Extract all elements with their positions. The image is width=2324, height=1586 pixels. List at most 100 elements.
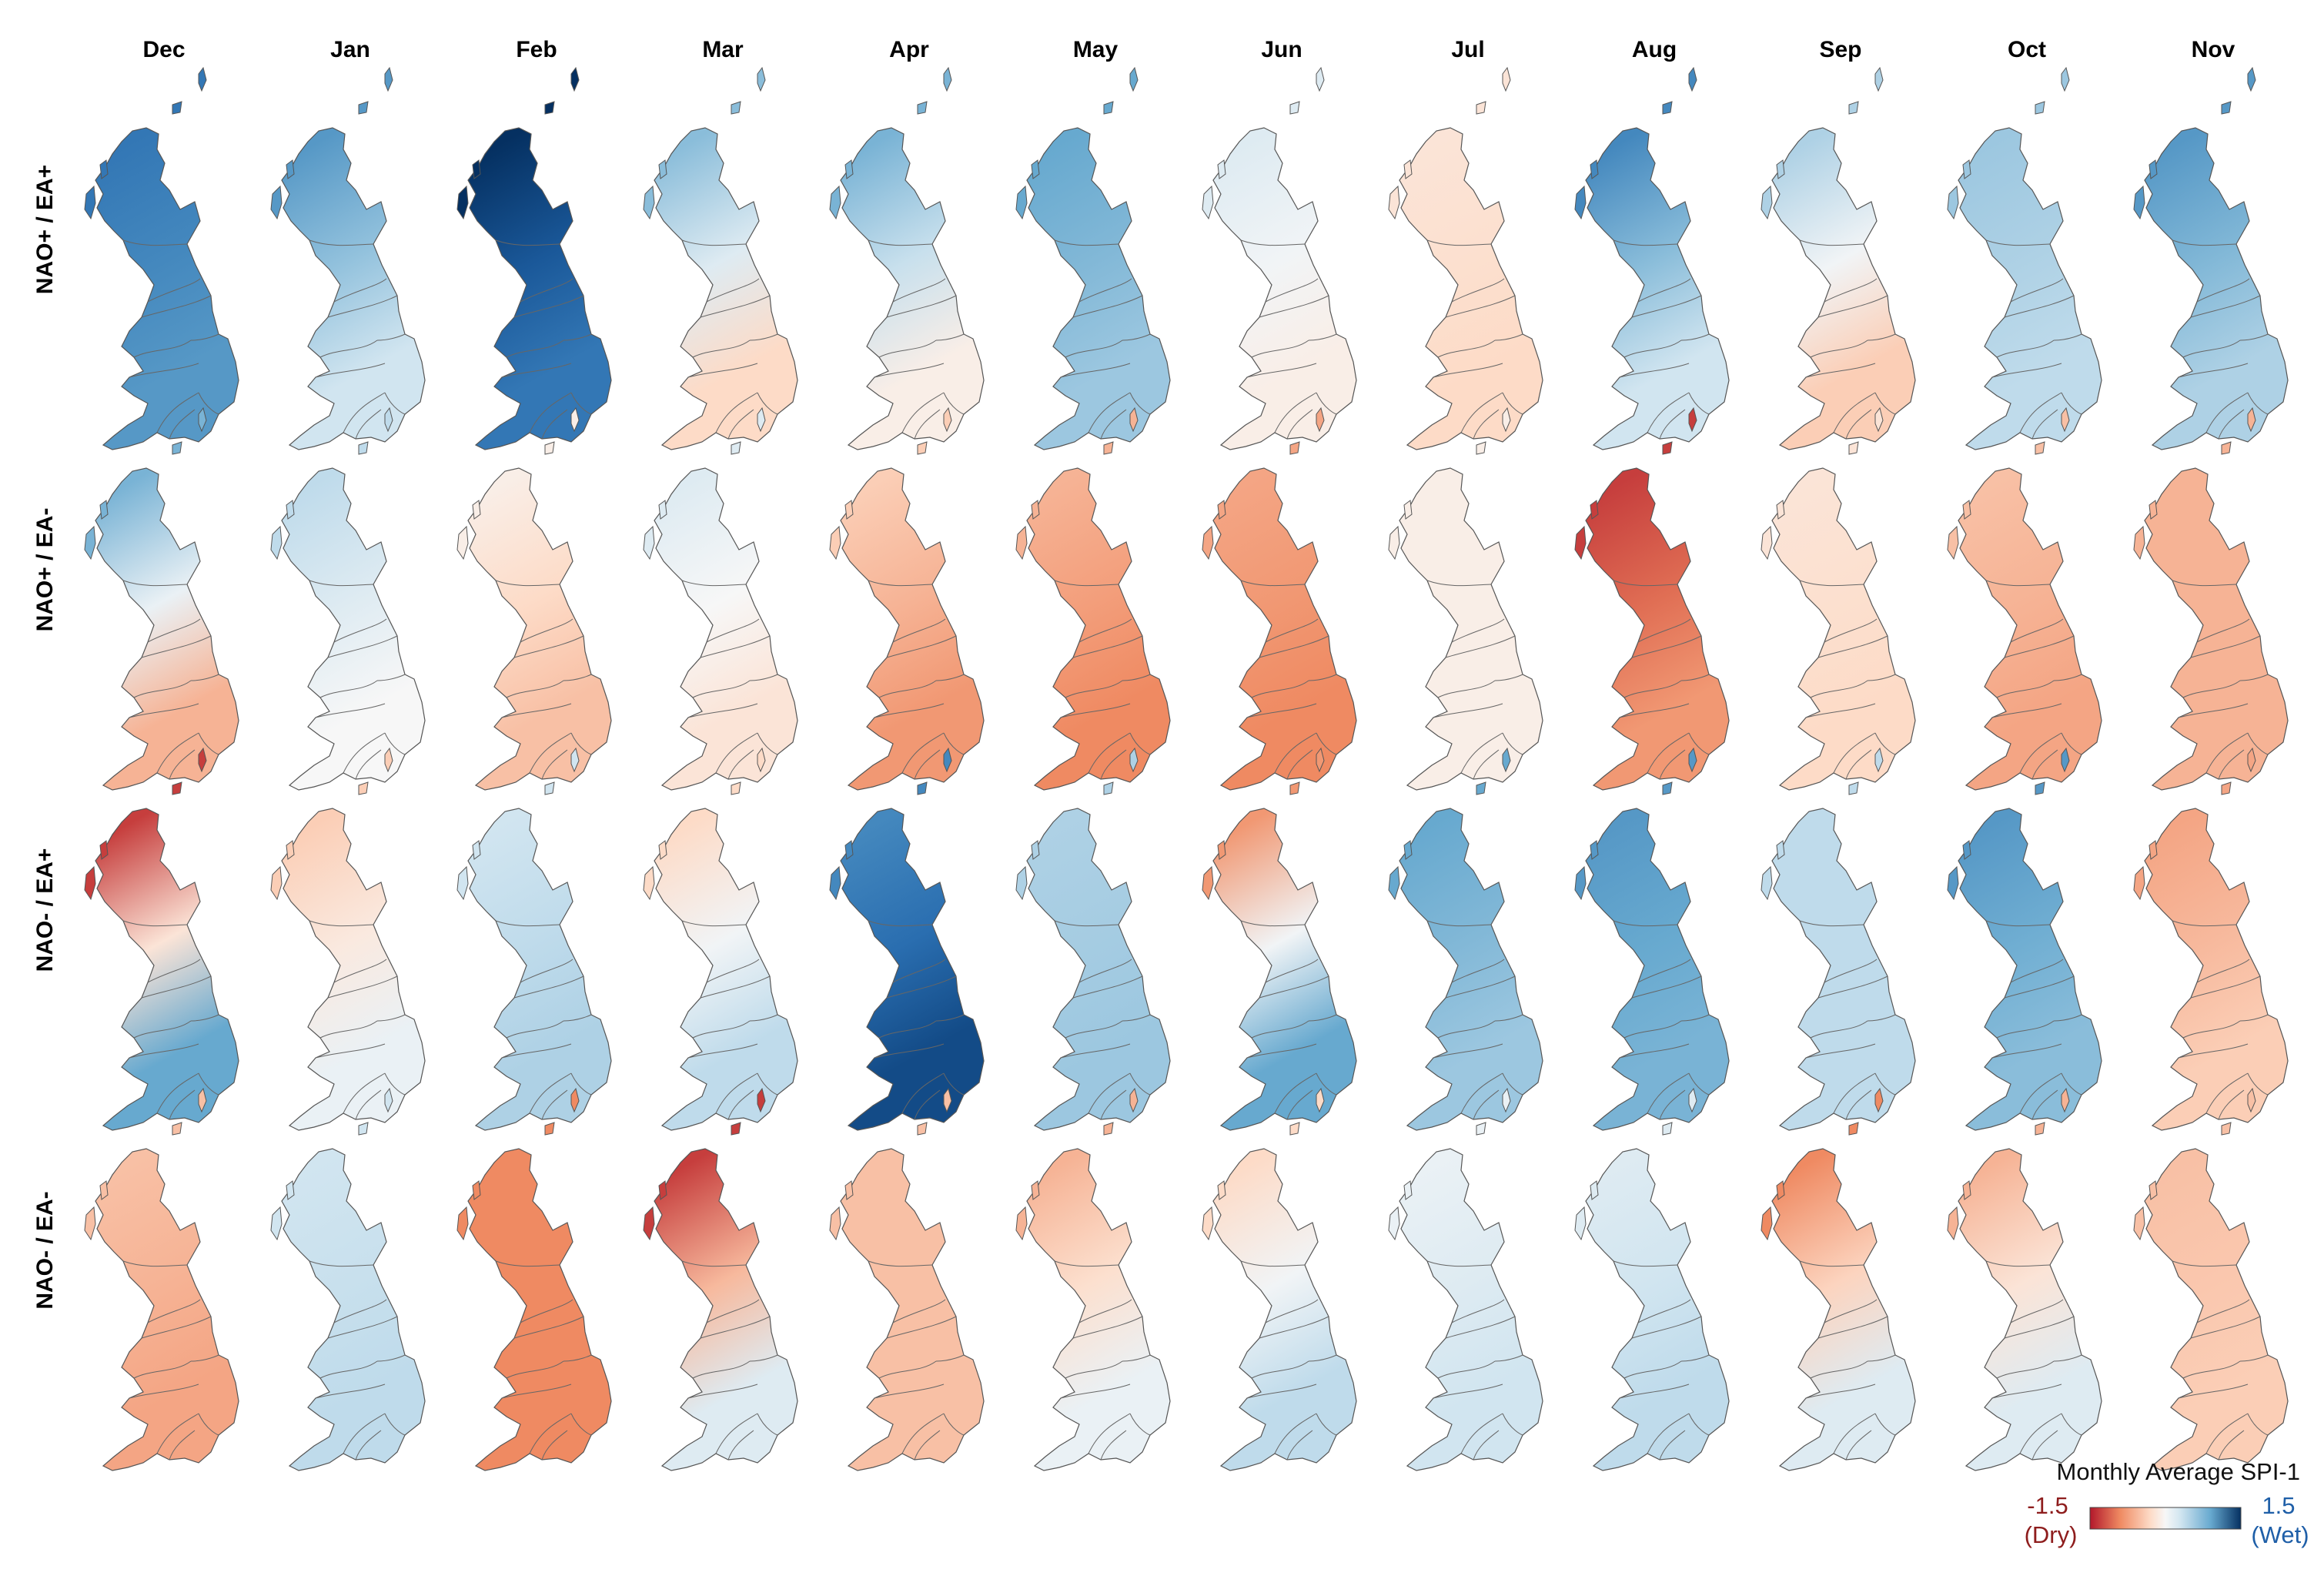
great-britain-outline xyxy=(1212,808,1357,1131)
orkney-islands xyxy=(1662,1122,1673,1136)
orkney-islands xyxy=(1848,441,1859,455)
map-panel-jul-row-2 xyxy=(1388,748,1543,1131)
map-panel-aug-row-3 xyxy=(1574,1088,1730,1471)
orkney-islands xyxy=(1103,1122,1114,1136)
great-britain-outline xyxy=(1958,1148,2102,1471)
orkney-islands xyxy=(2221,101,2232,115)
great-britain-outline xyxy=(1026,808,1171,1131)
great-britain-outline xyxy=(1585,127,1730,450)
orkney-islands xyxy=(544,1122,555,1136)
great-britain-outline xyxy=(1212,127,1357,450)
great-britain-outline xyxy=(1958,808,2102,1131)
map-panel-sep-row-2 xyxy=(1761,748,1916,1131)
great-britain-outline xyxy=(840,467,985,791)
map-panel-apr-row-2 xyxy=(829,748,985,1131)
great-britain-outline xyxy=(467,1148,612,1471)
orkney-islands xyxy=(1476,101,1486,115)
map-panel-mar-row-2 xyxy=(643,748,798,1131)
orkney-islands xyxy=(544,781,555,795)
orkney-islands xyxy=(358,1122,369,1136)
great-britain-outline xyxy=(2144,467,2289,791)
legend-title: Monthly Average SPI-1 xyxy=(2057,1458,2301,1485)
row-label-2: NAO- / EA+ xyxy=(32,848,58,972)
great-britain-outline xyxy=(654,1148,798,1471)
orkney-islands xyxy=(1103,101,1114,115)
legend-max-value: 1.5 xyxy=(2262,1492,2295,1519)
map-panel-jul-row-0 xyxy=(1388,67,1543,450)
map-panel-jun-row-0 xyxy=(1202,67,1357,450)
map-panels xyxy=(84,67,2289,1471)
orkney-islands xyxy=(1662,781,1673,795)
orkney-islands xyxy=(544,101,555,115)
map-panel-jan-row-0 xyxy=(270,67,426,450)
orkney-islands xyxy=(2221,781,2232,795)
shetland-islands xyxy=(1129,67,1139,92)
month-label-nov: Nov xyxy=(2192,37,2235,62)
shetland-islands xyxy=(1502,67,1511,92)
map-panel-aug-row-2 xyxy=(1574,748,1730,1131)
great-britain-outline xyxy=(1399,467,1543,791)
map-panel-dec-row-3 xyxy=(84,1088,239,1471)
orkney-islands xyxy=(731,1122,741,1136)
map-panel-oct-row-0 xyxy=(1947,67,2102,450)
great-britain-outline xyxy=(1399,1148,1543,1471)
great-britain-outline xyxy=(2144,127,2289,450)
great-britain-outline xyxy=(95,1148,239,1471)
great-britain-outline xyxy=(840,1148,985,1471)
great-britain-outline xyxy=(1399,127,1543,450)
month-label-sep: Sep xyxy=(1819,37,1861,62)
map-panel-jul-row-1 xyxy=(1388,407,1543,791)
map-panel-nov-row-2 xyxy=(2133,748,2289,1131)
orkney-islands xyxy=(1848,1122,1859,1136)
map-panel-may-row-2 xyxy=(1015,748,1171,1131)
great-britain-outline xyxy=(467,467,612,791)
great-britain-outline xyxy=(1585,808,1730,1131)
month-label-jun: Jun xyxy=(1261,37,1302,62)
great-britain-outline xyxy=(654,808,798,1131)
map-panel-jul-row-3 xyxy=(1388,1088,1543,1471)
great-britain-outline xyxy=(95,808,239,1131)
map-panel-may-row-1 xyxy=(1015,407,1171,791)
row-label-1: NAO+ / EA- xyxy=(32,508,58,632)
orkney-islands xyxy=(1848,781,1859,795)
legend: Monthly Average SPI-1 -1.5 (Dry) 1.5 (We… xyxy=(2025,1458,2309,1548)
month-label-may: May xyxy=(1073,37,1119,62)
map-panel-feb-row-1 xyxy=(456,407,612,791)
orkney-islands xyxy=(544,441,555,455)
row-labels: NAO+ / EA+ NAO+ / EA- NAO- / EA+ NAO- / EA- xyxy=(32,165,58,1310)
great-britain-outline xyxy=(2144,808,2289,1131)
orkney-islands xyxy=(2035,1122,2045,1136)
month-label-jul: Jul xyxy=(1451,37,1484,62)
great-britain-outline xyxy=(1026,1148,1171,1471)
map-panel-oct-row-2 xyxy=(1947,748,2102,1131)
map-panel-jun-row-2 xyxy=(1202,748,1357,1131)
month-label-aug: Aug xyxy=(1632,37,1677,62)
map-panel-feb-row-2 xyxy=(456,748,612,1131)
orkney-islands xyxy=(1848,101,1859,115)
great-britain-outline xyxy=(1771,808,1916,1131)
map-panel-apr-row-1 xyxy=(829,407,985,791)
orkney-islands xyxy=(2221,441,2232,455)
orkney-islands xyxy=(358,101,369,115)
orkney-islands xyxy=(731,781,741,795)
map-panel-apr-row-3 xyxy=(829,1088,985,1471)
legend-max-label: (Wet) xyxy=(2251,1521,2309,1548)
great-britain-outline xyxy=(1771,467,1916,791)
orkney-islands xyxy=(358,441,369,455)
map-panel-dec-row-1 xyxy=(84,407,239,791)
great-britain-outline xyxy=(1585,467,1730,791)
great-britain-outline xyxy=(1958,467,2102,791)
shetland-islands xyxy=(2247,67,2256,92)
shetland-islands xyxy=(1874,67,1884,92)
row-label-3: NAO- / EA- xyxy=(32,1191,58,1309)
orkney-islands xyxy=(2221,1122,2232,1136)
map-panel-jun-row-3 xyxy=(1202,1088,1357,1471)
great-britain-outline xyxy=(2144,1148,2289,1471)
map-panel-sep-row-1 xyxy=(1761,407,1916,791)
orkney-islands xyxy=(1289,1122,1300,1136)
map-panel-nov-row-1 xyxy=(2133,407,2289,791)
map-panel-feb-row-3 xyxy=(456,1088,612,1471)
orkney-islands xyxy=(172,1122,182,1136)
orkney-islands xyxy=(2035,781,2045,795)
